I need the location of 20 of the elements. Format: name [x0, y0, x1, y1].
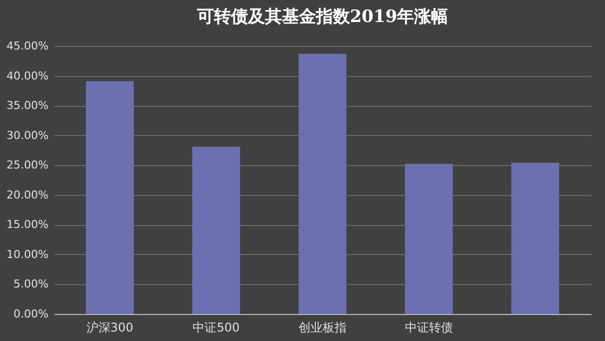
bar	[192, 146, 240, 314]
bar	[86, 81, 134, 314]
y-tick-label: 15.00%	[6, 218, 48, 232]
y-tick-label: 45.00%	[6, 40, 48, 52]
bar	[298, 54, 346, 314]
y-tick-label: 35.00%	[6, 99, 48, 112]
y-tick-label: 40.00%	[6, 69, 48, 82]
x-tick-label: 创业板指	[298, 320, 346, 334]
x-tick-label: 中证转债	[404, 320, 453, 334]
x-tick-label: 沪深300	[86, 320, 134, 334]
y-tick-label: 10.00%	[6, 248, 48, 261]
y-tick-label: 20.00%	[6, 188, 48, 202]
y-tick-label: 25.00%	[6, 158, 48, 172]
y-tick-label: 0.00%	[14, 308, 48, 320]
y-tick-label: 30.00%	[6, 128, 48, 142]
y-tick-label: 5.00%	[14, 278, 48, 291]
bar	[404, 164, 453, 314]
chart-title: 可转债及其基金指数2019年涨幅	[196, 7, 448, 27]
x-tick-label: 中证500	[192, 320, 240, 334]
bar	[511, 162, 560, 314]
